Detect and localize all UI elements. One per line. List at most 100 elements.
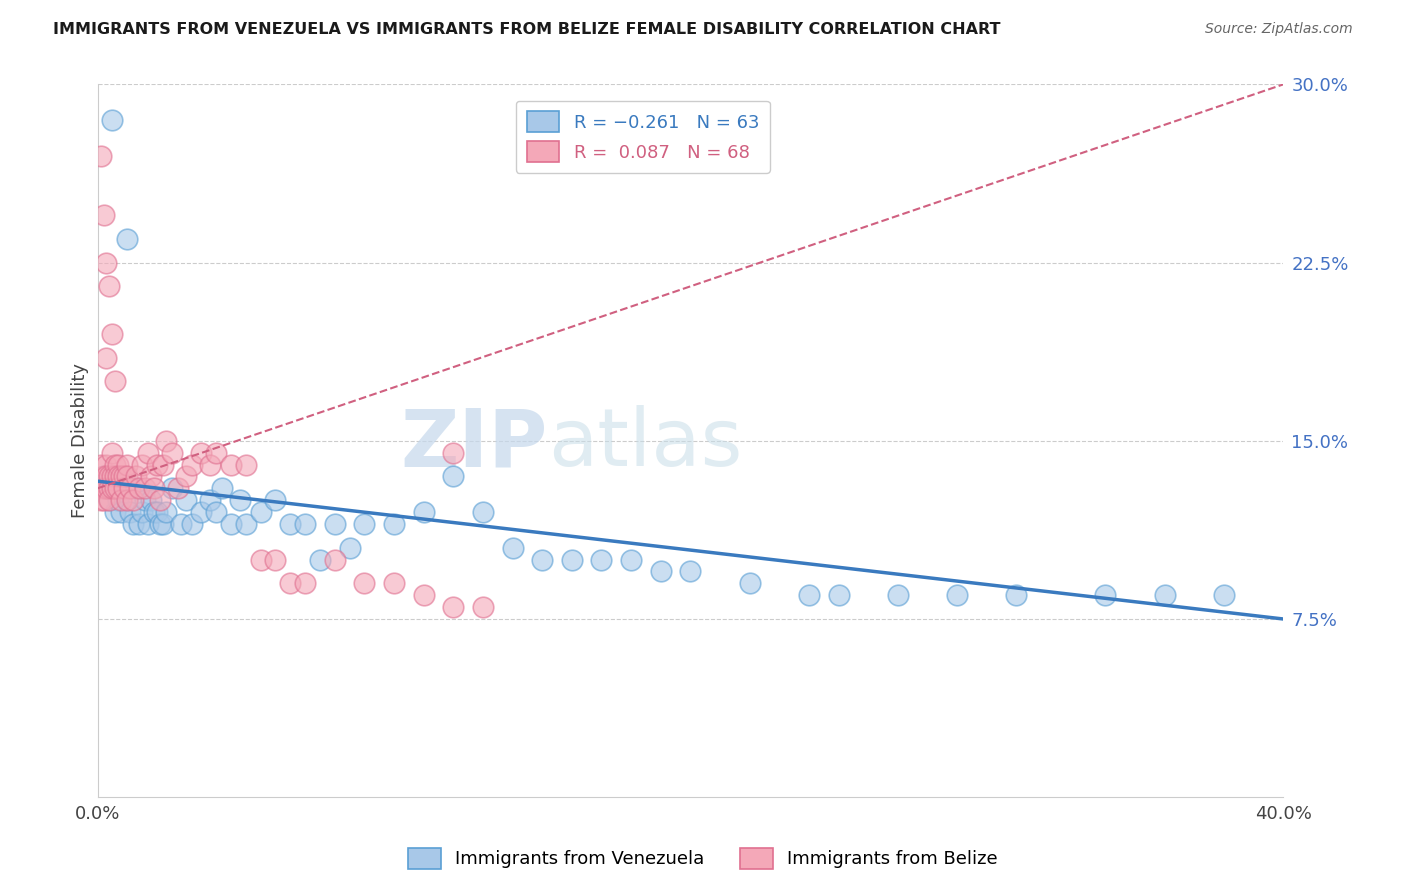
Point bbox=[136, 516, 159, 531]
Point bbox=[122, 493, 145, 508]
Point bbox=[200, 493, 222, 508]
Point bbox=[200, 458, 222, 472]
Point bbox=[152, 458, 174, 472]
Point bbox=[98, 493, 121, 508]
Point bbox=[98, 481, 121, 495]
Point bbox=[219, 516, 242, 531]
Point bbox=[149, 493, 172, 508]
Point bbox=[96, 458, 118, 472]
Point bbox=[98, 279, 121, 293]
Point bbox=[887, 588, 910, 602]
Point bbox=[561, 552, 583, 566]
Point bbox=[502, 541, 524, 555]
Text: atlas: atlas bbox=[548, 405, 742, 483]
Point bbox=[128, 516, 150, 531]
Point bbox=[264, 493, 287, 508]
Point bbox=[441, 600, 464, 615]
Point bbox=[531, 552, 554, 566]
Point bbox=[166, 481, 188, 495]
Point bbox=[160, 481, 183, 495]
Point bbox=[412, 505, 434, 519]
Point bbox=[412, 588, 434, 602]
Point bbox=[107, 481, 129, 495]
Point bbox=[98, 493, 121, 508]
Point bbox=[131, 458, 153, 472]
Point bbox=[96, 255, 118, 269]
Point bbox=[93, 493, 115, 508]
Point bbox=[152, 516, 174, 531]
Point bbox=[110, 493, 132, 508]
Point bbox=[104, 505, 127, 519]
Point bbox=[211, 481, 233, 495]
Point bbox=[131, 505, 153, 519]
Point bbox=[90, 481, 112, 495]
Point bbox=[219, 458, 242, 472]
Point bbox=[112, 481, 135, 495]
Point bbox=[112, 469, 135, 483]
Point bbox=[190, 505, 212, 519]
Point bbox=[139, 469, 162, 483]
Point bbox=[249, 552, 271, 566]
Point bbox=[235, 516, 257, 531]
Point bbox=[115, 493, 138, 508]
Legend: Immigrants from Venezuela, Immigrants from Belize: Immigrants from Venezuela, Immigrants fr… bbox=[401, 840, 1005, 876]
Point bbox=[139, 493, 162, 508]
Point bbox=[115, 232, 138, 246]
Point bbox=[96, 469, 118, 483]
Point bbox=[169, 516, 191, 531]
Text: IMMIGRANTS FROM VENEZUELA VS IMMIGRANTS FROM BELIZE FEMALE DISABILITY CORRELATIO: IMMIGRANTS FROM VENEZUELA VS IMMIGRANTS … bbox=[53, 22, 1001, 37]
Point bbox=[134, 493, 156, 508]
Point bbox=[90, 493, 112, 508]
Point bbox=[96, 481, 118, 495]
Point bbox=[294, 516, 316, 531]
Point bbox=[176, 493, 198, 508]
Point bbox=[205, 445, 228, 459]
Point bbox=[146, 458, 169, 472]
Point bbox=[93, 469, 115, 483]
Point bbox=[155, 505, 177, 519]
Point bbox=[827, 588, 849, 602]
Point bbox=[264, 552, 287, 566]
Point bbox=[946, 588, 969, 602]
Point bbox=[125, 469, 148, 483]
Point bbox=[96, 351, 118, 365]
Point bbox=[382, 576, 405, 591]
Point bbox=[149, 516, 172, 531]
Point bbox=[278, 516, 301, 531]
Point bbox=[323, 516, 346, 531]
Point bbox=[235, 458, 257, 472]
Point bbox=[136, 445, 159, 459]
Point bbox=[176, 469, 198, 483]
Point bbox=[797, 588, 820, 602]
Point bbox=[128, 481, 150, 495]
Point bbox=[125, 481, 148, 495]
Y-axis label: Female Disability: Female Disability bbox=[72, 363, 89, 518]
Point bbox=[90, 149, 112, 163]
Text: ZIP: ZIP bbox=[401, 405, 548, 483]
Point bbox=[96, 481, 118, 495]
Legend: R = −​0.261   N = 63, R =  0.087   N = 68: R = −​0.261 N = 63, R = 0.087 N = 68 bbox=[516, 101, 770, 173]
Point bbox=[120, 505, 142, 519]
Point bbox=[98, 469, 121, 483]
Point bbox=[471, 600, 494, 615]
Point bbox=[110, 505, 132, 519]
Point bbox=[1005, 588, 1028, 602]
Point bbox=[620, 552, 643, 566]
Point bbox=[112, 481, 135, 495]
Point bbox=[471, 505, 494, 519]
Point bbox=[229, 493, 252, 508]
Point bbox=[107, 458, 129, 472]
Point bbox=[160, 445, 183, 459]
Point bbox=[205, 505, 228, 519]
Point bbox=[120, 481, 142, 495]
Point bbox=[339, 541, 361, 555]
Point bbox=[104, 469, 127, 483]
Point bbox=[353, 576, 375, 591]
Point bbox=[90, 458, 112, 472]
Point bbox=[104, 481, 127, 495]
Point bbox=[1212, 588, 1234, 602]
Point bbox=[190, 445, 212, 459]
Point bbox=[1153, 588, 1175, 602]
Point bbox=[101, 481, 124, 495]
Point bbox=[104, 375, 127, 389]
